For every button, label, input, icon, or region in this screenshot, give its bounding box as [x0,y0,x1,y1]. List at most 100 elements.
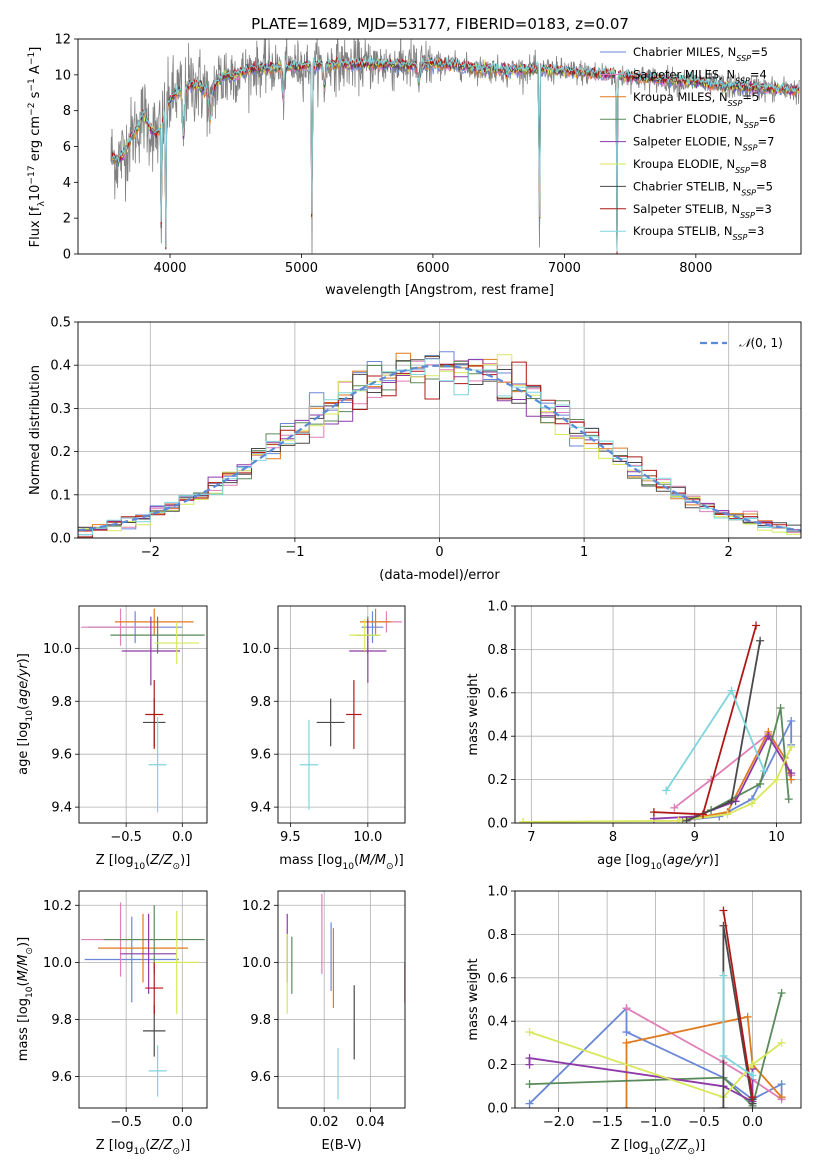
normal-curve [78,364,801,532]
y-tick-label: 1.0 [487,885,508,900]
x-tick-label: −1 [285,545,304,560]
weight-marker-salpeter-stelib [748,1093,757,1102]
weight-marker-kroupa-stelib [748,1071,757,1080]
x-axis-label: Z [log10(Z/Z⊙)] [96,1138,191,1157]
y-tick-label: 0.4 [487,1015,508,1030]
weight-marker-kroupa-elodie [772,775,781,784]
weight-marker-chabrier-stelib [727,797,736,806]
y-tick-label: 10.0 [242,956,271,971]
y-tick-label: 6 [63,140,71,155]
x-tick-label: 2 [725,545,733,560]
y-tick-label: 0.2 [487,1058,508,1073]
y-tick-label: 2 [63,212,71,227]
y-tick-label: 9.8 [51,695,72,710]
weight-line-salpeter-stelib [722,910,754,1098]
y-tick-label: 0.8 [487,928,508,943]
y-tick-label: 8 [63,104,71,119]
x-tick-label: 0.0 [172,1115,193,1130]
plot-area [81,608,205,813]
x-tick-label: −2.0 [543,1115,575,1130]
weight-marker-salpeter-miles [670,803,679,812]
plot-area [286,893,405,1100]
x-tick-label: 7000 [548,261,581,276]
plot-area [519,621,796,823]
mass-weight-vs-Z-panel: −2.0 −1.5 −1.0 −0.5 0.0 0.0 0.2 0.4 0.6 0.8 1.0 Z [… [466,885,802,1157]
weight-marker-kroupa-miles [743,1012,752,1021]
x-tick-label: 9 [691,830,699,845]
weight-marker-chabrier-elodie [776,703,785,712]
axes-frame [514,605,802,824]
axes-frame [277,890,406,1109]
weight-marker-salpeter-elodie [787,769,796,778]
y-tick-label: 0.6 [487,686,508,701]
y-tick-label: 0.6 [487,971,508,986]
x-axis-label: E(B-V) [321,1138,361,1153]
x-tick-label: −0.5 [110,1115,142,1130]
y-axis-label: mass weight [466,958,481,1040]
weight-marker-kroupa-elodie [777,1038,786,1047]
x-tick-label: 10 [768,830,785,845]
x-axis-label: age [log10(age/yr)] [597,853,719,872]
y-tick-label: 9.8 [250,1013,271,1028]
weight-marker-kroupa-elodie [674,816,683,823]
weight-marker-salpeter-stelib [719,906,728,915]
weight-marker-kroupa-miles [622,1104,631,1108]
legend-label-chabrier-elodie: Chabrier ELODIE, NSSP=6 [633,112,776,130]
y-tick-label: 0.5 [50,316,71,331]
y-tick-label: 10.0 [43,956,72,971]
mass-vs-Z-panel: −0.5 0.0 9.6 9.8 10.0 10.2 Z [log10(Z/Z⊙)] mass… [16,890,208,1157]
chart-layer: 4000 5000 6000 7000 8000024681012wavelength … [16,33,802,1157]
x-tick-label: 8 [609,830,617,845]
weight-marker-chabrier-elodie [784,795,793,804]
x-tick-label: −1.5 [591,1115,623,1130]
x-tick-label: −0.5 [688,1115,720,1130]
x-tick-label: 1 [580,545,588,560]
y-tick-label: 10 [54,68,71,83]
weight-line-kroupa-elodie [529,1031,783,1099]
x-tick-label: 7 [527,830,535,845]
legend-label-chabrier-miles: Chabrier MILES, NSSP=5 [633,45,768,63]
x-tick-label: 6000 [416,261,449,276]
spectrum-panel: 4000 5000 6000 7000 8000 0 2 4 6 8 10 12 wavelength … [27,33,802,298]
weight-marker-kroupa-elodie [747,799,756,808]
y-tick-label: 9.4 [250,801,271,816]
weight-marker-chabrier-miles [622,1028,631,1037]
x-tick-label: −0.5 [110,830,142,845]
x-tick-label: 0.04 [356,1115,385,1130]
legend-label-kroupa-elodie: Kroupa ELODIE, NSSP=8 [633,157,767,175]
y-axis-label: mass weight [466,673,481,755]
axes-frame [78,605,208,824]
plot-area [81,902,205,1097]
plot-area [78,351,801,538]
weight-marker-kroupa-elodie [519,817,528,823]
weight-marker-kroupa-elodie [525,1028,534,1037]
y-tick-label: 12 [54,33,71,48]
y-tick-label: 0.1 [50,488,71,503]
x-axis-label: wavelength [Angstrom, rest frame] [325,283,554,298]
y-tick-label: 1.0 [487,600,508,615]
x-tick-label: −1.0 [640,1115,672,1130]
plot-area [110,39,800,254]
weight-line-chabrier-elodie [529,992,783,1108]
y-tick-label: 9.6 [250,748,271,763]
age-vs-mass-panel: 9.5 10.0 9.4 9.6 9.8 10.0 mass [log10(M/M⊙)] [242,605,406,872]
weight-marker-kroupa-stelib [727,686,736,695]
legend-label-kroupa-stelib: Kroupa STELIB, NSSP=3 [633,224,764,242]
plot-area [525,906,786,1108]
y-tick-label: 9.8 [51,1013,72,1028]
weight-marker-salpeter-elodie [764,732,773,741]
y-tick-label: 4 [63,176,71,191]
y-tick-label: 9.8 [250,695,271,710]
y-axis-label: Flux [fλ10−17 erg cm−2 s−1 A−1] [27,47,47,248]
weight-marker-kroupa-miles [622,1038,631,1047]
y-tick-label: 0.0 [50,532,71,547]
y-tick-label: 9.6 [51,748,72,763]
y-tick-label: 9.4 [51,801,72,816]
x-tick-label: 10.0 [353,830,382,845]
y-tick-label: 10.0 [43,642,72,657]
y-tick-label: 0.2 [487,773,508,788]
weight-marker-kroupa-elodie [787,743,796,752]
y-tick-label: 0 [63,248,71,263]
